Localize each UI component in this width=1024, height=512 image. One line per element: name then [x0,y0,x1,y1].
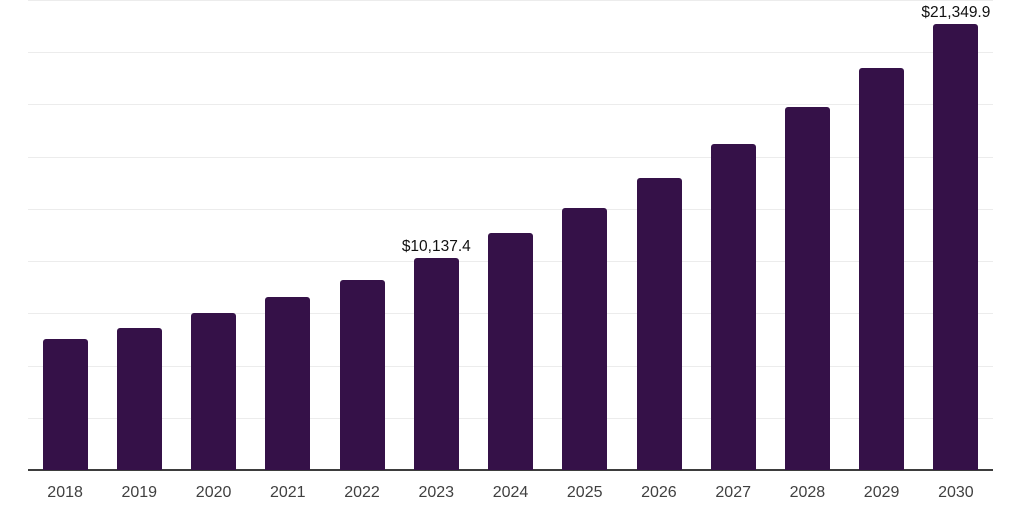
bar-2019 [116,328,162,470]
x-axis-line [28,469,993,471]
gridline-12500 [28,209,993,210]
x-tick-label-2030: 2030 [938,484,974,501]
x-tick-label-2029: 2029 [863,484,900,501]
x-tick-label-2021: 2021 [269,484,306,501]
bar-2028 [784,107,830,470]
bar-2023 [413,258,459,470]
plot-area: $10,137.4 $21,349.9 [28,0,993,471]
bar-2027 [710,144,756,470]
x-tick-label-2022: 2022 [344,484,380,501]
x-tick-label-2026: 2026 [641,484,677,501]
bar-2022 [339,280,385,470]
x-tick-label-2024: 2024 [492,484,529,501]
bar-2026 [636,177,682,470]
x-tick-label-2023: 2023 [418,484,455,501]
gridline-20000 [28,52,993,53]
x-tick-label-2018: 2018 [47,484,83,501]
x-tick-label-2020: 2020 [195,484,232,501]
bar-2020 [191,313,237,470]
bar-2021 [265,297,311,470]
gridline-15000 [28,157,993,158]
x-tick-label-2019: 2019 [121,484,158,501]
x-tick-label-2027: 2027 [715,484,751,501]
x-tick-label-2028: 2028 [789,484,826,501]
bar-2024 [488,233,533,470]
gridline-22500 [28,0,993,1]
x-axis-labels: 2018 2019 2020 2021 2022 2023 2024 2025 2026 2027… [28,483,993,505]
gridline-17500 [28,104,993,105]
bar-2029 [859,67,905,470]
bar-2018 [42,339,88,470]
x-tick-label-2025: 2025 [566,484,603,501]
value-label-2030: $21,349.9 [921,4,991,21]
bar-2030 [933,24,979,470]
bar-2025 [562,208,608,470]
value-label-2023: $10,137.4 [401,238,471,256]
